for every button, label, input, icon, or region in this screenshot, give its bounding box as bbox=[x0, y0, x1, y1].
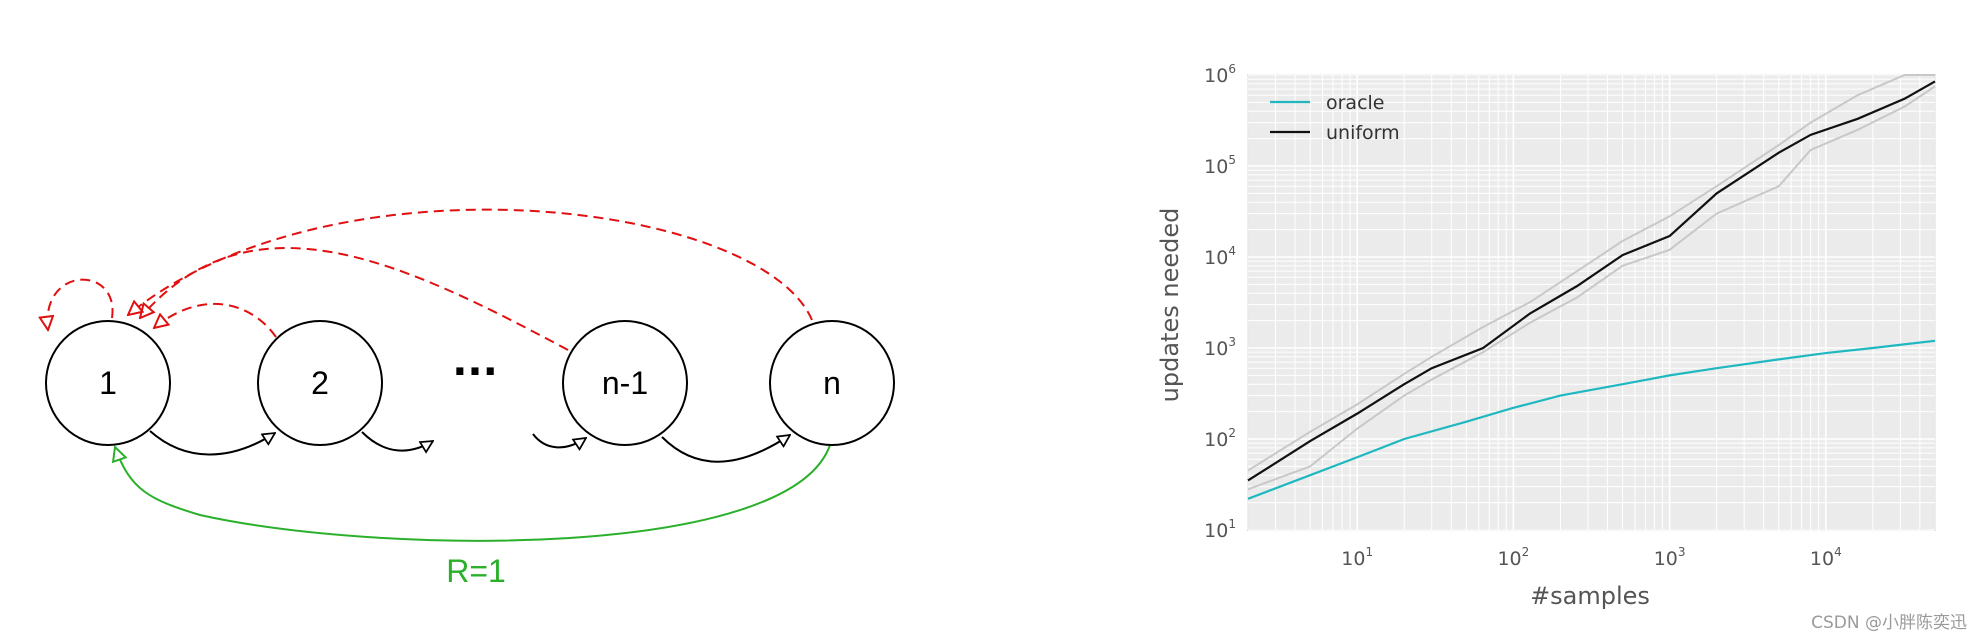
node-2-label: 2 bbox=[311, 365, 329, 401]
x-tick-label: 104 bbox=[1810, 545, 1842, 570]
x-tick-label: 102 bbox=[1497, 545, 1529, 570]
reset-edge-n bbox=[128, 208, 813, 321]
reset-edge-1-self bbox=[47, 278, 114, 330]
node-n-1: n-1 bbox=[562, 320, 688, 446]
updates-vs-samples-chart: 101 102 103 104 101 102 103 104 105 106 #samples… bbox=[1156, 62, 1936, 610]
chain-diagram: R=1 1 2 ··· n-1 n bbox=[0, 208, 895, 589]
band-upper-uniform bbox=[1247, 74, 1935, 472]
edge-n-1-n bbox=[661, 435, 790, 463]
node-n-label: n bbox=[823, 365, 841, 401]
ellipsis: ··· bbox=[452, 349, 498, 395]
y-tick-label: 106 bbox=[1204, 62, 1236, 87]
node-2: 2 bbox=[257, 320, 383, 446]
node-n: n bbox=[769, 320, 895, 446]
reset-edge-n-1 bbox=[140, 247, 569, 351]
reward-label: R=1 bbox=[446, 553, 506, 589]
y-tick-label: 101 bbox=[1204, 517, 1236, 542]
reset-edges bbox=[47, 208, 813, 351]
y-tick-label: 102 bbox=[1204, 426, 1236, 451]
band-lower-uniform bbox=[1247, 85, 1936, 491]
node-n-1-label: n-1 bbox=[602, 365, 648, 401]
series-lines bbox=[1247, 80, 1936, 500]
node-1-label: 1 bbox=[99, 365, 117, 401]
legend-label-oracle: oracle bbox=[1326, 92, 1385, 114]
series-line-oracle bbox=[1247, 339, 1936, 500]
reset-edge-2 bbox=[154, 302, 277, 338]
edge-1-2 bbox=[149, 430, 275, 456]
uncertainty-bands bbox=[1247, 74, 1936, 491]
watermark: CSDN @小胖陈奕迅 bbox=[1811, 613, 1967, 633]
legend-label-uniform: uniform bbox=[1326, 122, 1400, 144]
legend: oracle uniform bbox=[1270, 92, 1400, 144]
y-tick-label: 104 bbox=[1204, 244, 1236, 269]
x-tick-label: 101 bbox=[1341, 545, 1373, 570]
forward-edges bbox=[149, 430, 790, 463]
x-tick-label: 103 bbox=[1654, 545, 1686, 570]
x-axis-label: #samples bbox=[1530, 582, 1650, 610]
y-axis-label: updates needed bbox=[1156, 208, 1184, 403]
y-tick-labels: 101 102 103 104 105 106 bbox=[1204, 62, 1236, 542]
grid-lines bbox=[1247, 74, 1936, 531]
y-tick-label: 103 bbox=[1204, 335, 1236, 360]
series-line-uniform bbox=[1247, 80, 1936, 482]
y-tick-label: 105 bbox=[1204, 153, 1236, 178]
edge-prev-n-1 bbox=[532, 433, 586, 447]
reward-edge bbox=[115, 444, 831, 542]
x-tick-labels: 101 102 103 104 bbox=[1341, 545, 1841, 570]
node-1: 1 bbox=[45, 320, 171, 446]
edge-2-next bbox=[361, 431, 433, 451]
